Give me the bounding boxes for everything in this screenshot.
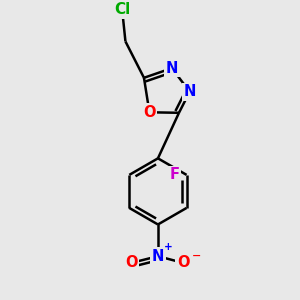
- Text: O: O: [125, 255, 138, 270]
- Text: O: O: [143, 105, 156, 120]
- Text: F: F: [170, 167, 180, 182]
- Text: Cl: Cl: [114, 2, 130, 17]
- Text: O: O: [177, 255, 189, 270]
- Text: +: +: [164, 242, 172, 252]
- Text: −: −: [192, 251, 202, 261]
- Text: N: N: [166, 61, 178, 76]
- Text: N: N: [184, 84, 196, 99]
- Text: N: N: [152, 249, 164, 264]
